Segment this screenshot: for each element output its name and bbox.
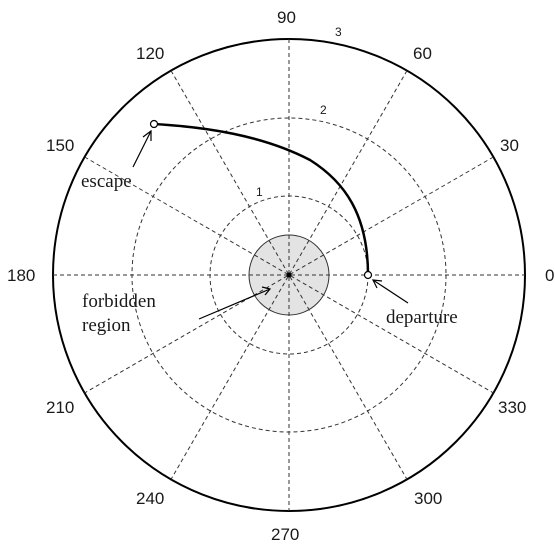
spoke-120-300 [170, 70, 408, 480]
escape-point [149, 119, 159, 129]
departure-point [363, 270, 373, 280]
spoke-150-330 [84, 156, 494, 394]
angle-label-270: 270 [271, 525, 299, 544]
spoke-60-240 [170, 70, 408, 480]
angle-label-210: 210 [46, 398, 74, 417]
trajectory-curve [153, 122, 370, 276]
escape-label: escape [81, 171, 132, 192]
angle-label-150: 150 [46, 136, 74, 155]
angle-label-240: 240 [136, 489, 164, 508]
forbidden-label-line1: forbidden [82, 291, 156, 312]
angle-label-60: 60 [413, 44, 432, 63]
spoke-30-210 [84, 156, 494, 394]
ring-label-2: 2 [320, 103, 327, 117]
departure-label: departure [386, 307, 458, 328]
forbidden-label-line2: region [82, 315, 131, 336]
center-point [286, 272, 292, 278]
angle-label-90: 90 [277, 8, 296, 27]
radial-spokes [53, 39, 525, 511]
escape-arrow [132, 129, 152, 168]
ring-label-1: 1 [256, 185, 263, 199]
departure-arrow [371, 279, 409, 304]
ring-label-3: 3 [335, 25, 342, 39]
angle-label-330: 330 [498, 398, 526, 417]
angle-label-30: 30 [500, 136, 519, 155]
angle-label-180: 180 [7, 266, 35, 285]
angle-label-300: 300 [414, 489, 442, 508]
angle-label-120: 120 [136, 44, 164, 63]
forbidden-arrow [198, 286, 272, 320]
angle-label-0: 0 [545, 266, 554, 285]
